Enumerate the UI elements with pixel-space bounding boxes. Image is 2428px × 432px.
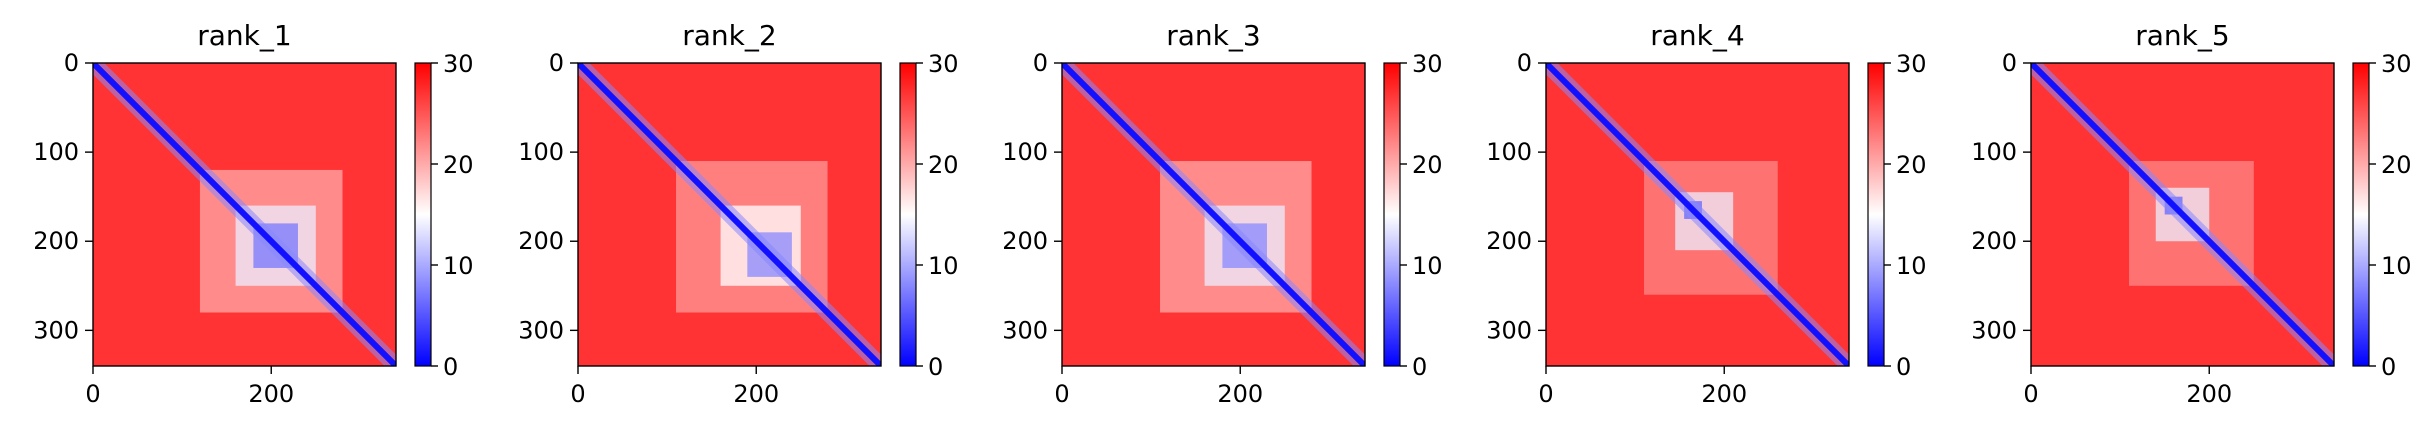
- diagonal-band: [1062, 63, 1365, 366]
- colorbar-tick-label: 10: [443, 252, 474, 280]
- x-tick-label: 200: [733, 380, 779, 408]
- y-tick-label: 0: [64, 49, 79, 77]
- panel-1: rank_1 0 200 0 100 200 300 0 10 20 30: [33, 19, 473, 408]
- colorbar-tick-label: 10: [928, 252, 959, 280]
- colorbar-tick-label: 10: [1412, 252, 1443, 280]
- colorbar-tick-label: 0: [1896, 353, 1911, 381]
- y-tick-label: 0: [2002, 49, 2017, 77]
- colorbar-tick-label: 30: [928, 50, 959, 78]
- heatmap-image: [2031, 63, 2334, 366]
- colorbar-tick-label: 10: [2381, 252, 2412, 280]
- plot-frame: [2030, 62, 2335, 367]
- y-tick-label: 100: [1486, 138, 1532, 166]
- y-tick-label: 100: [518, 138, 564, 166]
- y-tick-label: 300: [518, 316, 564, 344]
- colorbar: [1383, 62, 1401, 367]
- colorbar-tick-label: 20: [1896, 151, 1927, 179]
- diagonal-band: [578, 63, 881, 366]
- y-tick-label: 200: [518, 227, 564, 255]
- x-tick-label: 0: [85, 380, 100, 408]
- colorbar-tick-label: 30: [443, 50, 474, 78]
- y-tick-label: 200: [1486, 227, 1532, 255]
- y-tick-label: 100: [1971, 138, 2017, 166]
- plot-frame: [577, 62, 882, 367]
- panel-title: rank_4: [1650, 19, 1744, 52]
- y-tick-label: 100: [33, 138, 79, 166]
- x-tick-label: 0: [2023, 380, 2038, 408]
- y-tick-label: 300: [1971, 316, 2017, 344]
- y-tick-label: 0: [1517, 49, 1532, 77]
- panel-4: rank_4 0 200 0 100 200 300 0 10 20 30: [1486, 19, 1926, 408]
- y-tick-label: 300: [1002, 316, 1048, 344]
- x-tick-label: 0: [1538, 380, 1553, 408]
- colorbar: [899, 62, 917, 367]
- colorbar: [414, 62, 432, 367]
- colorbar-tick-label: 0: [443, 353, 458, 381]
- panel-title: rank_1: [197, 19, 291, 52]
- colorbar-tick-label: 30: [1412, 50, 1443, 78]
- panel-2: rank_2 0 200 0 100 200 300 0 10 20 30: [518, 19, 958, 408]
- panel-3: rank_3 0 200 0 100 200 300 0 10 20 30: [1002, 19, 1442, 408]
- y-tick-label: 200: [33, 227, 79, 255]
- plot-frame: [1545, 62, 1850, 367]
- colorbar-tick-label: 0: [1412, 353, 1427, 381]
- diagonal-band: [2031, 63, 2334, 366]
- x-tick-label: 0: [1054, 380, 1069, 408]
- x-tick-label: 0: [570, 380, 585, 408]
- heatmap-image: [93, 63, 396, 366]
- panel-title: rank_3: [1166, 19, 1260, 52]
- colorbar-tick-label: 30: [1896, 50, 1927, 78]
- colorbar-tick-label: 20: [1412, 151, 1443, 179]
- colorbar: [1867, 62, 1885, 367]
- heatmap-image: [1546, 63, 1849, 366]
- diagonal-band: [1546, 63, 1849, 366]
- colorbar-tick-label: 20: [928, 151, 959, 179]
- panel-5: rank_5 0 200 0 100 200 300 0 10 20 30: [1971, 19, 2411, 408]
- diagonal-band: [93, 63, 396, 366]
- plot-frame: [92, 62, 397, 367]
- x-tick-label: 200: [248, 380, 294, 408]
- plot-frame: [1061, 62, 1366, 367]
- panel-title: rank_2: [682, 19, 776, 52]
- colorbar-tick-label: 0: [928, 353, 943, 381]
- y-tick-label: 0: [1033, 49, 1048, 77]
- panel-title: rank_5: [2135, 19, 2229, 52]
- y-tick-label: 300: [33, 316, 79, 344]
- colorbar-tick-label: 20: [2381, 151, 2412, 179]
- x-tick-label: 200: [1217, 380, 1263, 408]
- colorbar-tick-label: 0: [2381, 353, 2396, 381]
- y-tick-label: 200: [1002, 227, 1048, 255]
- y-tick-label: 200: [1971, 227, 2017, 255]
- colorbar-tick-label: 20: [443, 151, 474, 179]
- y-tick-label: 300: [1486, 316, 1532, 344]
- x-tick-label: 200: [2186, 380, 2232, 408]
- heatmap-image: [1062, 63, 1365, 366]
- heatmap-image: [578, 63, 881, 366]
- y-tick-label: 100: [1002, 138, 1048, 166]
- colorbar: [2352, 62, 2370, 367]
- x-tick-label: 200: [1701, 380, 1747, 408]
- colorbar-tick-label: 30: [2381, 50, 2412, 78]
- y-tick-label: 0: [549, 49, 564, 77]
- colorbar-tick-label: 10: [1896, 252, 1927, 280]
